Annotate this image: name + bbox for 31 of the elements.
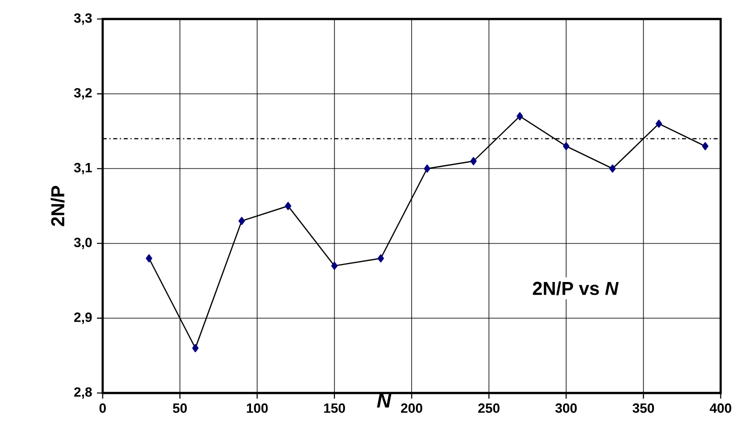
annotation: 2N/P vs N [532,281,619,296]
y-tick-label: 3,3 [74,13,92,25]
point [378,254,384,262]
x-tick-label: 200 [401,403,422,413]
x-tick-label: 0 [99,403,106,413]
point [238,216,245,226]
y-tick-label: 2,8 [74,387,92,399]
x-tick-label: 350 [632,403,654,413]
point [424,164,430,173]
point [146,254,152,262]
x-tick-label: 150 [324,403,346,413]
point [702,142,708,150]
x-tick-label: 250 [478,403,500,413]
y-tick-label: 3,0 [74,238,92,250]
point [284,202,292,210]
point [516,112,524,120]
y-tick-label: 3,2 [74,88,92,100]
y-tick-label: 2,9 [74,312,92,324]
point [470,157,477,166]
y-axis-title: 2N/P [50,186,65,226]
point [331,262,338,270]
x-tick-label: 400 [710,403,732,413]
x-tick-label: 100 [246,403,268,413]
x-tick-label: 300 [555,403,577,413]
y-tick-label: 3,1 [74,162,92,174]
point [609,164,616,173]
point [656,120,662,128]
x-axis-title: N [376,394,392,408]
x-tick-label: 50 [172,403,187,413]
point [192,344,199,352]
point [562,142,570,150]
